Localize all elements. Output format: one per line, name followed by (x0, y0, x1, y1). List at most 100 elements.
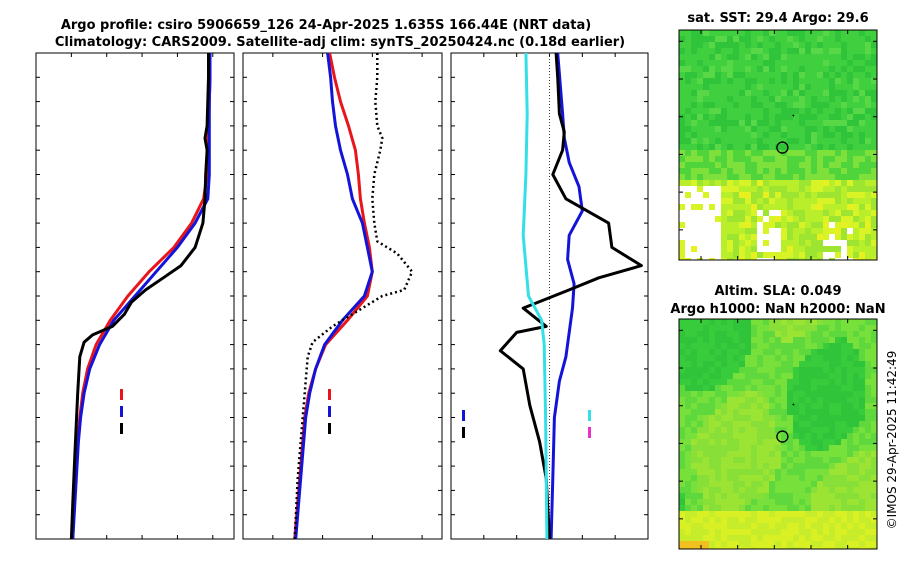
map-cell (823, 198, 829, 204)
map-cell (685, 451, 691, 457)
map-cell (709, 174, 715, 180)
map-cell (733, 415, 739, 421)
map-cell (697, 475, 703, 481)
map-cell (691, 475, 697, 481)
map-cell (805, 132, 811, 138)
map-cell (709, 60, 715, 66)
map-cell (835, 120, 841, 126)
map-cell (865, 180, 871, 186)
map-cell (847, 337, 853, 343)
map-cell (817, 42, 823, 48)
map-cell (745, 367, 751, 373)
map-cell (847, 343, 853, 349)
map-cell (757, 72, 763, 78)
map-cell (721, 355, 727, 361)
map-cell (859, 367, 865, 373)
map-cell (799, 337, 805, 343)
map-cell (721, 204, 727, 210)
map-cell (787, 355, 793, 361)
map-cell (793, 433, 799, 439)
map-cell (739, 511, 745, 517)
temperature-panel (35, 52, 235, 540)
map-cell (787, 102, 793, 108)
map-cell (859, 90, 865, 96)
map-cell (829, 319, 835, 325)
map-cell (721, 42, 727, 48)
map-cell (871, 78, 877, 84)
map-cell (691, 325, 697, 331)
map-cell (781, 433, 787, 439)
map-cell (769, 391, 775, 397)
map-cell (769, 240, 775, 246)
map-cell (811, 114, 817, 120)
map-cell (715, 198, 721, 204)
map-cell (823, 397, 829, 403)
map-cell (745, 186, 751, 192)
map-cell (859, 505, 865, 511)
sla-map-title-1: Altim. SLA: 0.049 (715, 284, 842, 299)
map-cell (679, 547, 685, 549)
series-line-argo (69, 53, 210, 540)
map-cell (847, 439, 853, 445)
map-cell (685, 547, 691, 549)
map-cell (853, 150, 859, 156)
map-cell (703, 48, 709, 54)
float-location-marker (776, 141, 789, 154)
map-cell (769, 445, 775, 451)
map-cell (715, 319, 721, 325)
map-cell (829, 42, 835, 48)
map-cell (817, 343, 823, 349)
map-cell (751, 96, 757, 102)
map-cell (853, 511, 859, 517)
map-cell (811, 337, 817, 343)
map-cell (685, 192, 691, 198)
map-cell (871, 162, 877, 168)
map-cell (685, 240, 691, 246)
map-cell (865, 433, 871, 439)
map-cell (799, 343, 805, 349)
map-cell (769, 331, 775, 337)
map-cell (823, 60, 829, 66)
map-cell (865, 156, 871, 162)
map-cell (709, 319, 715, 325)
map-cell (799, 222, 805, 228)
map-cell (751, 451, 757, 457)
map-cell (781, 499, 787, 505)
map-cell (739, 198, 745, 204)
map-cell (835, 523, 841, 529)
map-cell (811, 108, 817, 114)
map-cell (835, 409, 841, 415)
map-cell (787, 379, 793, 385)
map-cell (823, 325, 829, 331)
map-cell (835, 463, 841, 469)
map-cell (835, 258, 841, 260)
map-cell (871, 511, 877, 517)
map-cell (757, 349, 763, 355)
map-cell (775, 361, 781, 367)
map-cell (739, 162, 745, 168)
map-cell (763, 84, 769, 90)
map-cell (751, 331, 757, 337)
map-cell (781, 252, 787, 258)
map-cell (787, 204, 793, 210)
map-cell (763, 108, 769, 114)
map-cell (835, 84, 841, 90)
map-cell (835, 246, 841, 252)
map-cell (721, 343, 727, 349)
map-cell (865, 379, 871, 385)
map-cell (757, 505, 763, 511)
map-cell (823, 547, 829, 549)
map-cell (775, 120, 781, 126)
map-cell (787, 216, 793, 222)
map-cell (691, 463, 697, 469)
map-cell (691, 126, 697, 132)
map-cell (853, 379, 859, 385)
map-cell (715, 30, 721, 36)
map-cell (781, 42, 787, 48)
map-cell (709, 198, 715, 204)
map-cell (847, 246, 853, 252)
map-cell (703, 126, 709, 132)
map-cell (691, 132, 697, 138)
map-cell (757, 487, 763, 493)
map-cell (865, 108, 871, 114)
